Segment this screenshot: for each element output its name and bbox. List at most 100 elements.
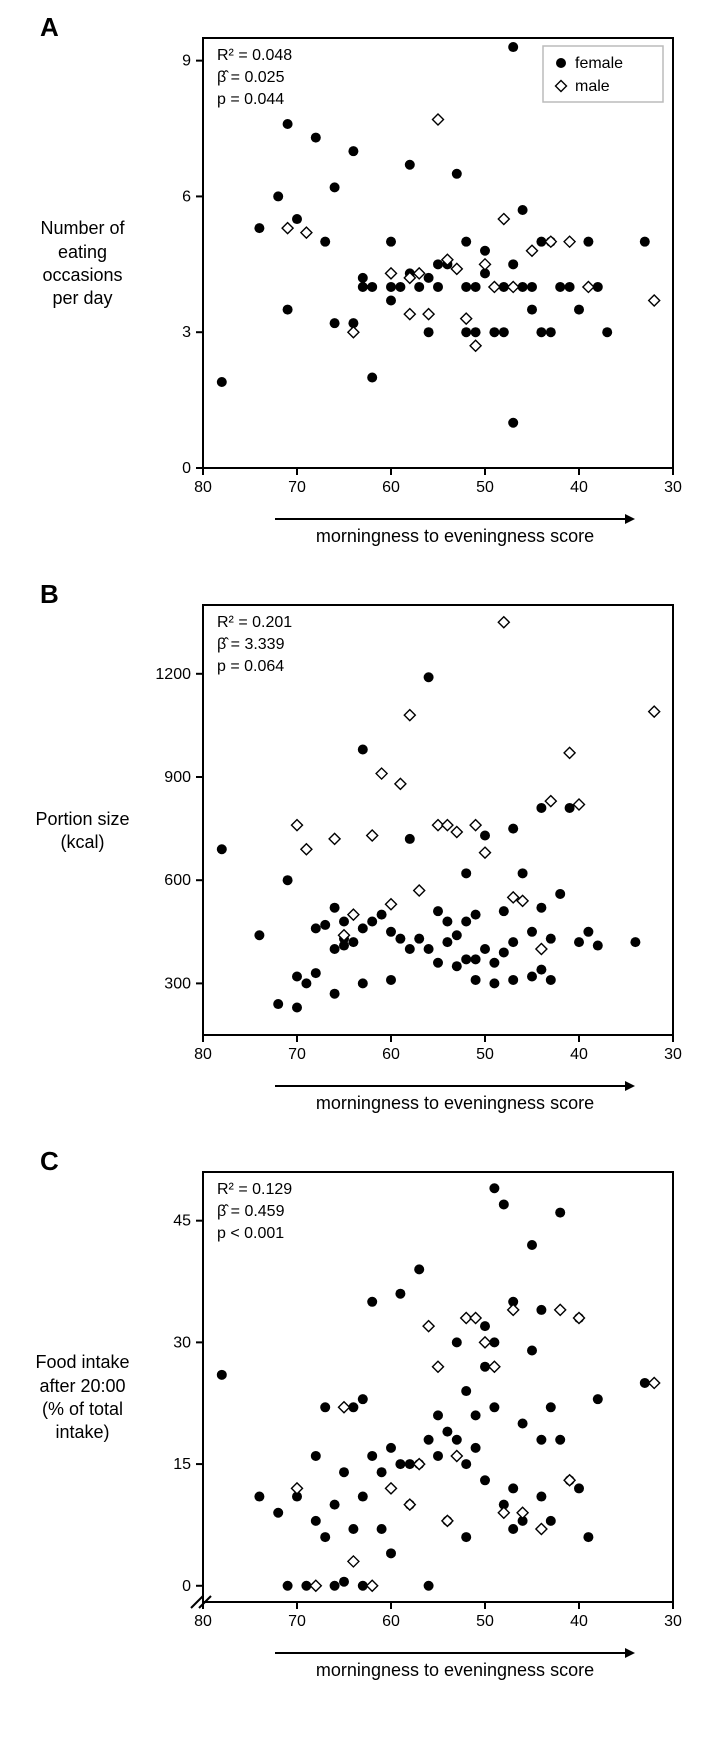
data-point-female [320, 1532, 330, 1542]
data-point-female [311, 1451, 321, 1461]
data-point-female [424, 944, 434, 954]
x-direction-arrow [275, 1081, 635, 1091]
data-point-female [330, 318, 340, 328]
data-point-female [395, 1289, 405, 1299]
data-point-male [310, 1580, 321, 1591]
data-point-female [471, 975, 481, 985]
data-point-female [499, 327, 509, 337]
data-point-male [489, 281, 500, 292]
panel-label: B [40, 579, 59, 610]
data-point-female [536, 903, 546, 913]
legend-label-male: male [575, 78, 610, 95]
stat-r2: R² = 0.048 [217, 47, 292, 64]
data-point-female [339, 916, 349, 926]
data-point-female [311, 968, 321, 978]
data-point-male [433, 114, 444, 125]
data-point-female [254, 1492, 264, 1502]
data-point-female [480, 1321, 490, 1331]
data-point-male [451, 263, 462, 274]
data-point-female [508, 42, 518, 52]
data-point-female [273, 999, 283, 1009]
data-point-female [358, 1394, 368, 1404]
panel-label: C [40, 1146, 59, 1177]
data-point-female [386, 296, 396, 306]
data-point-female [489, 958, 499, 968]
stat-p: p = 0.064 [217, 658, 284, 675]
data-point-female [461, 916, 471, 926]
stat-beta: β̂ = 0.025 [217, 69, 285, 86]
data-point-female [301, 978, 311, 988]
data-point-male [348, 327, 359, 338]
data-point-male [470, 340, 481, 351]
data-point-female [395, 282, 405, 292]
data-point-male [498, 617, 509, 628]
x-direction-arrow [275, 1648, 635, 1658]
data-point-female [461, 1459, 471, 1469]
data-point-female [339, 1577, 349, 1587]
data-point-male [301, 227, 312, 238]
x-tick-label: 40 [570, 1613, 588, 1630]
data-point-female [330, 182, 340, 192]
x-tick-label: 50 [476, 1613, 494, 1630]
data-point-male [282, 223, 293, 234]
data-point-female [395, 1459, 405, 1469]
data-point-female [574, 1483, 584, 1493]
x-tick-label: 50 [476, 1046, 494, 1063]
data-point-female [452, 169, 462, 179]
data-point-female [508, 824, 518, 834]
data-point-male [414, 1459, 425, 1470]
data-point-female [442, 1427, 452, 1437]
data-point-male [649, 295, 660, 306]
data-point-female [395, 934, 405, 944]
x-tick-label: 30 [664, 1613, 682, 1630]
data-point-female [433, 1451, 443, 1461]
data-point-male [292, 820, 303, 831]
panel-A: ANumber ofeatingoccasionsper day03698070… [20, 20, 683, 547]
x-tick-label: 40 [570, 1046, 588, 1063]
stat-r2: R² = 0.201 [217, 614, 292, 631]
data-point-male [574, 1313, 585, 1324]
data-point-female [536, 803, 546, 813]
data-point-female [433, 906, 443, 916]
data-point-female [217, 1370, 227, 1380]
data-point-male [414, 885, 425, 896]
data-point-female [367, 372, 377, 382]
data-point-male [545, 236, 556, 247]
data-point-male [376, 768, 387, 779]
data-point-female [452, 1435, 462, 1445]
x-tick-label: 80 [194, 1046, 212, 1063]
data-point-female [339, 1467, 349, 1477]
data-point-male [367, 830, 378, 841]
data-point-male [480, 259, 491, 270]
data-point-female [433, 958, 443, 968]
data-point-female [499, 947, 509, 957]
data-point-female [546, 1402, 556, 1412]
data-point-female [593, 941, 603, 951]
y-tick-label: 300 [164, 975, 191, 992]
data-point-female [574, 305, 584, 315]
data-point-female [358, 978, 368, 988]
x-tick-label: 80 [194, 479, 212, 496]
data-point-female [546, 327, 556, 337]
figure: ANumber ofeatingoccasionsper day03698070… [20, 20, 683, 1681]
data-point-female [330, 1500, 340, 1510]
data-point-female [424, 672, 434, 682]
data-point-female [499, 906, 509, 916]
data-point-male [508, 1304, 519, 1315]
data-point-female [574, 937, 584, 947]
data-point-female [508, 259, 518, 269]
stat-r2: R² = 0.129 [217, 1181, 292, 1198]
data-point-female [424, 1581, 434, 1591]
data-point-female [414, 1264, 424, 1274]
legend-marker-female [556, 58, 566, 68]
data-point-male [386, 1483, 397, 1494]
data-point-female [555, 889, 565, 899]
x-tick-label: 30 [664, 1046, 682, 1063]
data-point-female [452, 1337, 462, 1347]
data-point-male [480, 847, 491, 858]
x-tick-label: 50 [476, 479, 494, 496]
data-point-female [480, 246, 490, 256]
x-tick-label: 30 [664, 479, 682, 496]
data-point-female [311, 133, 321, 143]
data-point-female [283, 305, 293, 315]
